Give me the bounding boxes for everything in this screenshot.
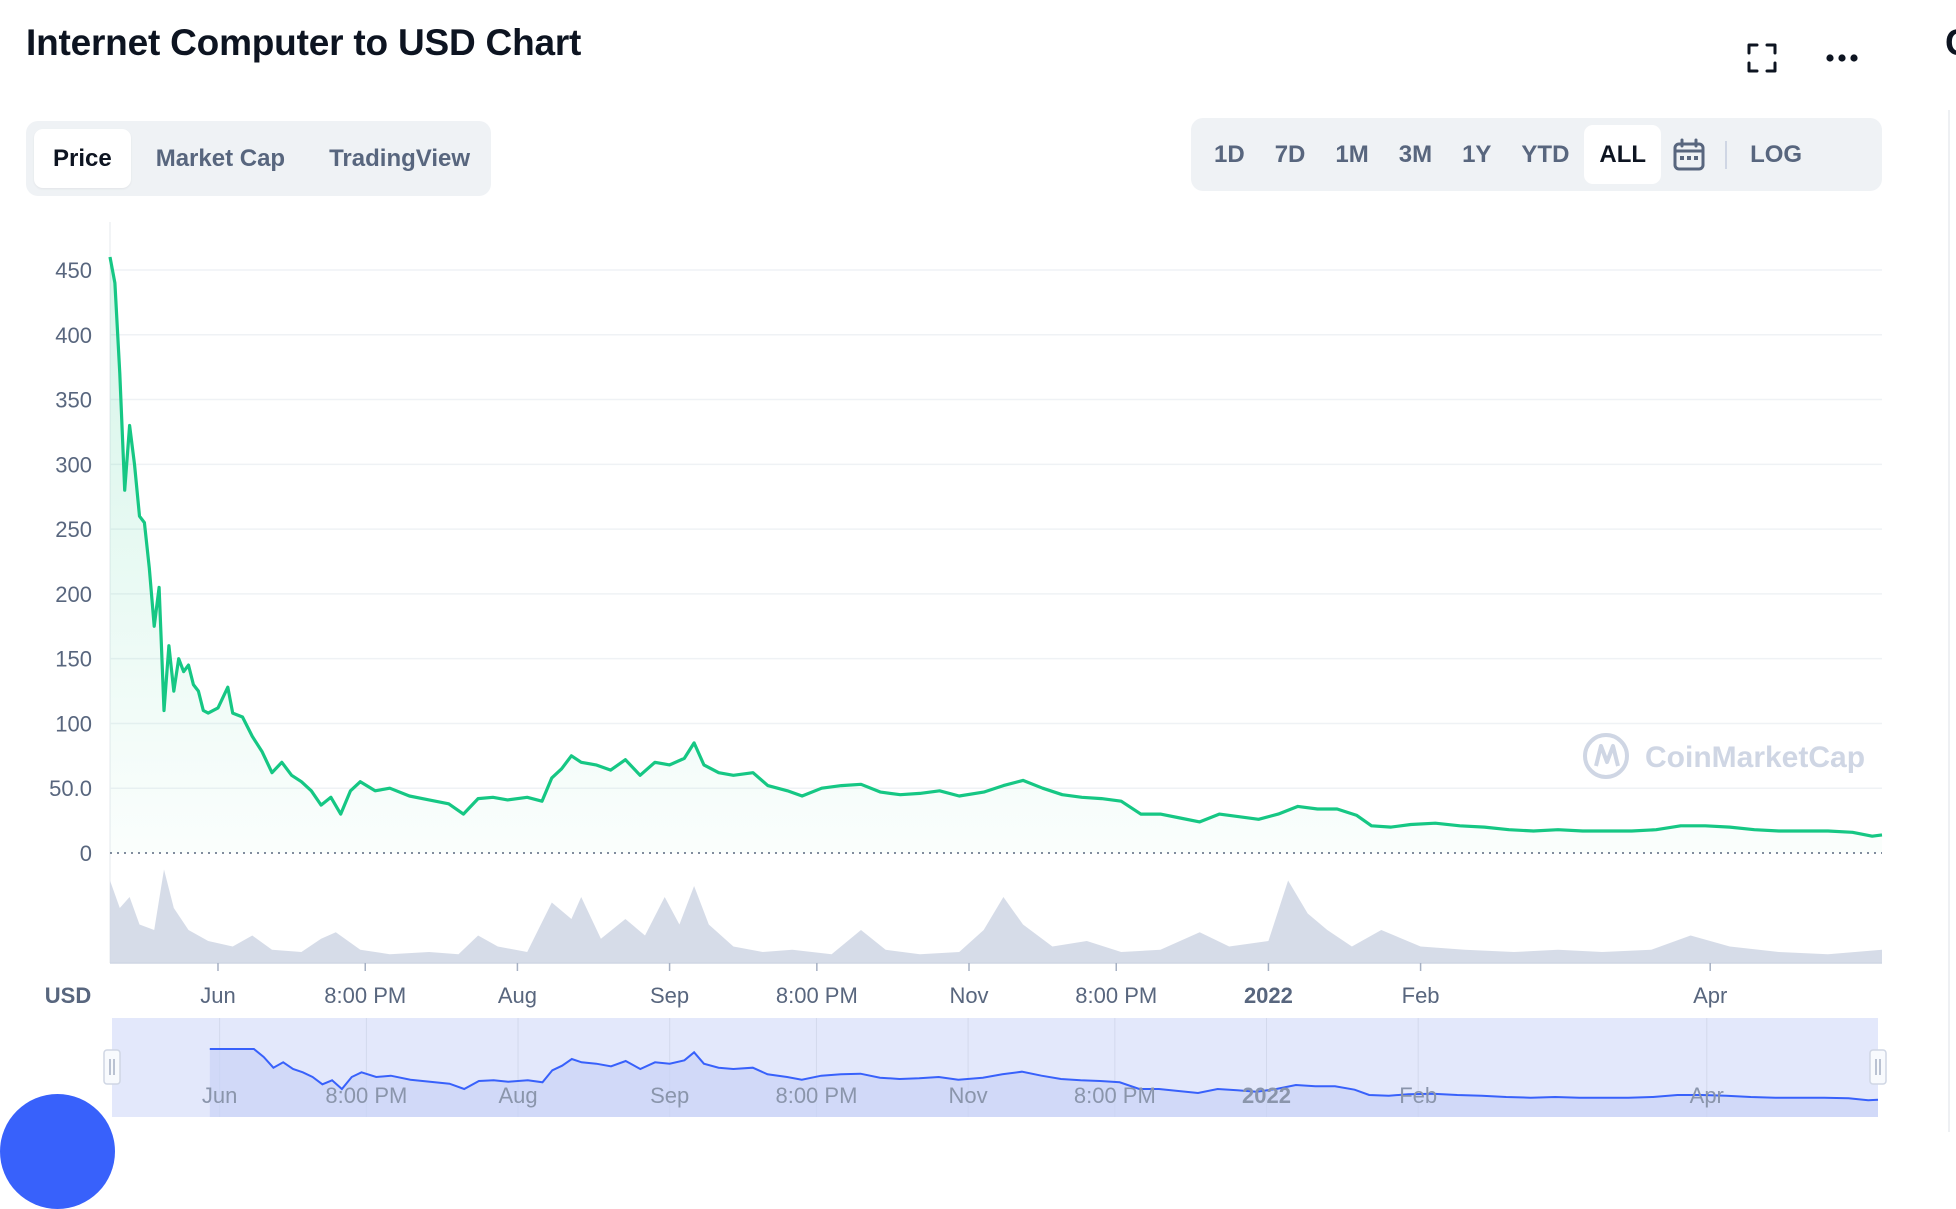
x-tick-label: 8:00 PM: [1075, 983, 1157, 1008]
y-tick-label: 450: [55, 258, 92, 283]
x-tick-label: Jun: [200, 983, 235, 1008]
x-tick-label: 8:00 PM: [324, 983, 406, 1008]
navigator-tick-label: Nov: [949, 1083, 988, 1108]
navigator-tick-label: Sep: [650, 1083, 689, 1108]
navigator-right-handle[interactable]: [1870, 1050, 1886, 1084]
watermark-text: CoinMarketCap: [1645, 741, 1865, 774]
navigator-tick-label: Apr: [1690, 1083, 1724, 1108]
x-tick-label: Nov: [949, 983, 988, 1008]
price-chart: 0 50.0 100 150 200 250 300 350 400 450 CoinMarketC…: [0, 0, 1956, 1132]
navigator-left-handle[interactable]: [104, 1050, 120, 1084]
y-tick-label: 400: [55, 323, 92, 348]
navigator: Jun 8:00 PM Aug Sep 8:00 PM Nov 8:00 PM 2022 Feb…: [104, 1018, 1886, 1117]
y-tick-label: 200: [55, 582, 92, 607]
y-tick-label: 0: [80, 841, 92, 866]
navigator-tick-label: Aug: [498, 1083, 537, 1108]
side-panel-edge: [1948, 110, 1956, 1132]
watermark-logo: CoinMarketCap: [1585, 735, 1865, 777]
y-tick-label: 350: [55, 388, 92, 413]
x-tick-label: Sep: [650, 983, 689, 1008]
x-tick-label: 8:00 PM: [776, 983, 858, 1008]
y-tick-label: 300: [55, 452, 92, 477]
x-tick-label: Apr: [1693, 983, 1727, 1008]
volume-area: [110, 870, 1882, 964]
x-tick-label: 2022: [1244, 983, 1293, 1008]
y-tick-label: 100: [55, 711, 92, 736]
y-tick-label: 150: [55, 647, 92, 672]
navigator-tick-label: 8:00 PM: [325, 1083, 407, 1108]
navigator-tick-label: 2022: [1242, 1083, 1291, 1108]
currency-label: USD: [45, 983, 91, 1008]
navigator-tick-label: 8:00 PM: [775, 1083, 857, 1108]
navigator-tick-label: Jun: [202, 1083, 237, 1108]
x-tick-label: Feb: [1402, 983, 1440, 1008]
x-tick-label: Aug: [498, 983, 537, 1008]
navigator-tick-label: Feb: [1399, 1083, 1437, 1108]
price-line: [110, 257, 1882, 836]
y-tick-label: 50.0: [49, 776, 92, 801]
floating-action-button[interactable]: [0, 1094, 115, 1209]
y-tick-label: 250: [55, 517, 92, 542]
navigator-tick-label: 8:00 PM: [1074, 1083, 1156, 1108]
